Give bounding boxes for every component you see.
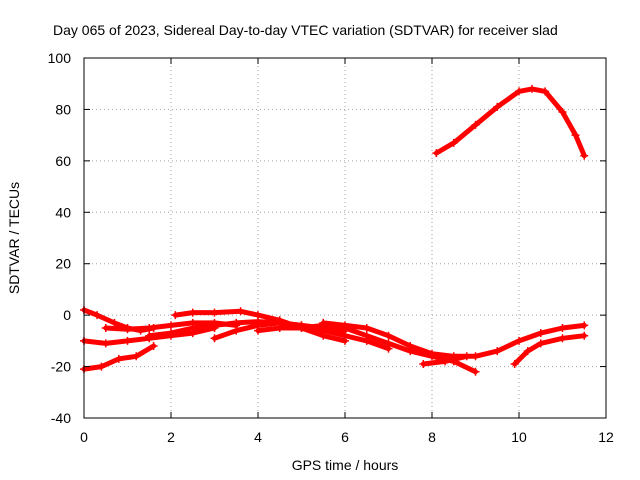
data-point — [210, 308, 219, 317]
data-point — [362, 331, 371, 340]
data-point — [101, 324, 110, 332]
data-point — [110, 318, 119, 327]
x-tick-label: 4 — [254, 429, 262, 445]
data-point — [145, 331, 154, 340]
data-point — [428, 349, 436, 358]
data-point — [232, 318, 241, 327]
data-point — [419, 360, 428, 368]
y-tick-label: 60 — [55, 153, 71, 169]
x-tick-label: 6 — [341, 429, 349, 445]
x-tick-label: 10 — [511, 429, 527, 445]
data-point — [515, 336, 523, 345]
data-point — [441, 357, 450, 366]
data-point — [493, 347, 502, 356]
data-point — [101, 339, 110, 348]
data-point — [171, 311, 180, 320]
data-point — [515, 87, 523, 96]
data-point — [188, 308, 197, 317]
data-point — [523, 347, 532, 356]
data-point — [432, 149, 441, 158]
data-point — [580, 151, 589, 160]
data-point — [406, 342, 415, 350]
data-point — [384, 339, 393, 348]
y-tick-label: 20 — [55, 256, 71, 272]
data-point — [580, 321, 589, 330]
data-point — [123, 336, 132, 345]
x-axis-label: GPS time / hours — [292, 457, 399, 473]
data-point — [536, 329, 545, 338]
data-point — [558, 324, 567, 332]
data-point — [341, 321, 349, 330]
data-point — [114, 354, 123, 363]
data-point — [254, 326, 262, 335]
data-point — [558, 108, 567, 116]
y-tick-label: -40 — [51, 410, 71, 426]
data-series — [80, 84, 589, 376]
data-point — [149, 342, 158, 350]
x-tick-label: 12 — [598, 429, 614, 445]
data-point — [97, 362, 106, 371]
data-point — [254, 311, 262, 320]
data-point — [471, 352, 480, 361]
data-point — [232, 326, 241, 335]
data-point — [132, 352, 141, 361]
data-point — [188, 324, 197, 332]
data-point — [362, 324, 371, 332]
data-point — [571, 131, 580, 140]
data-point — [319, 318, 328, 327]
data-point — [236, 307, 245, 316]
data-point — [449, 138, 458, 147]
axis-ticks: 0 2 4 6 8 10 12 -40 -20 0 20 40 60 80 100 — [48, 50, 614, 445]
data-point — [145, 324, 154, 332]
data-point — [167, 329, 175, 338]
x-tick-label: 0 — [80, 429, 88, 445]
data-point — [510, 360, 519, 368]
data-point — [471, 120, 480, 129]
y-tick-label: 40 — [55, 204, 71, 220]
data-point — [275, 324, 284, 332]
data-point — [558, 334, 567, 343]
data-point — [93, 311, 102, 320]
data-point — [297, 324, 306, 332]
data-point — [384, 331, 393, 340]
data-point — [341, 331, 349, 340]
y-tick-label: 100 — [48, 50, 72, 66]
y-tick-label: -20 — [51, 359, 71, 375]
y-tick-label: 80 — [55, 101, 71, 117]
data-point — [580, 331, 589, 340]
data-point — [123, 325, 132, 334]
data-point — [471, 367, 480, 376]
data-point — [536, 339, 545, 348]
data-point — [462, 352, 471, 361]
data-point — [528, 84, 537, 93]
data-point — [167, 321, 175, 330]
y-tick-label: 0 — [63, 307, 71, 323]
grid-lines — [84, 58, 606, 418]
x-tick-label: 8 — [428, 429, 436, 445]
y-axis-label: SDTVAR / TECUs — [6, 182, 22, 294]
data-point — [210, 334, 219, 343]
plot-frame — [83, 57, 607, 419]
chart-title: Day 065 of 2023, Sidereal Day-to-day VTE… — [53, 22, 558, 38]
series-line-track-12 — [433, 86, 587, 159]
data-point — [541, 87, 550, 96]
data-point — [493, 102, 502, 111]
data-point — [210, 321, 219, 330]
x-tick-label: 2 — [167, 429, 175, 445]
